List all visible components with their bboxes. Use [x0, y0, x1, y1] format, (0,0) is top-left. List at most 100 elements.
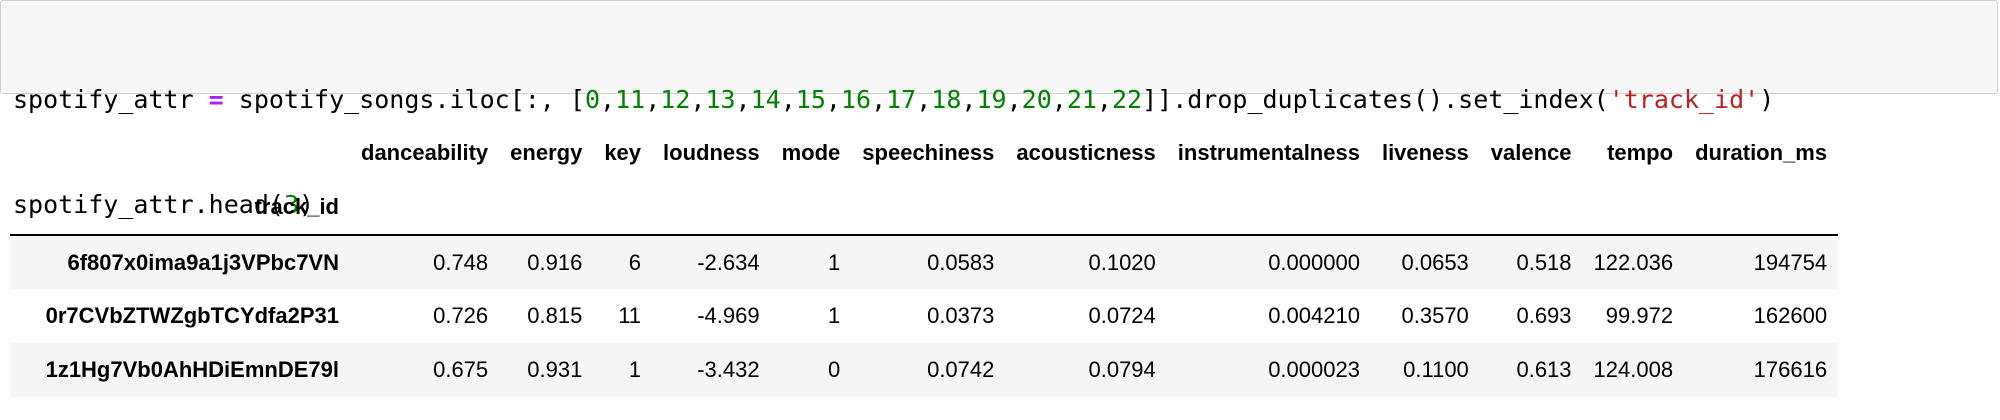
table-cell-loudness: -3.432: [697, 357, 760, 382]
code-token-plain: ): [299, 190, 315, 219]
index-row-blank-cell: [1480, 180, 1583, 235]
code-token-plain: ,: [871, 85, 887, 114]
table-cell-tempo: 99.972: [1605, 303, 1674, 328]
table-cell-duration_ms: 194754: [1753, 249, 1828, 275]
row-index-label: 6f807x0ima9a1j3VPbc7VN: [67, 249, 339, 275]
code-token-num: 16: [840, 85, 872, 114]
index-row-blank-cell: [1167, 180, 1371, 235]
column-header-row: danceability energy key loudness mode speechi…: [10, 126, 1838, 180]
table-cell-energy: 0.916: [527, 249, 583, 275]
code-token-op: =: [208, 85, 224, 114]
table-cell-liveness: 0.1100: [1403, 357, 1469, 382]
table-cell-duration_ms: 162600: [1753, 303, 1828, 328]
column-header-energy: energy: [510, 140, 583, 165]
code-token-num: 12: [660, 85, 691, 114]
index-name: track_id: [254, 194, 339, 219]
code-cell-input[interactable]: spotify_attr = spotify_songs.iloc[:, [0,…: [0, 0, 1998, 219]
code-token-plain: ,: [916, 85, 932, 114]
table-cell-valence: 0.693: [1516, 303, 1572, 328]
code-token-plain: spotify_songs.iloc[:, [: [223, 85, 585, 114]
code-token-plain: ,: [645, 85, 661, 114]
column-header-liveness: liveness: [1381, 140, 1469, 165]
table-cell-speechiness: 0.0373: [927, 303, 995, 328]
code-token-num: 11: [615, 85, 646, 114]
code-token-plain: ,: [780, 85, 796, 114]
code-token-num: 22: [1111, 85, 1143, 114]
table-cell-key: 11: [618, 303, 642, 328]
index-name-row: track_id: [10, 180, 1839, 235]
column-header-key: key: [604, 140, 642, 165]
code-token-num: 13: [705, 85, 736, 114]
table-row: 6f807x0ima9a1j3VPbc7VN 0.748 0.916 6 -2.634 1…: [10, 235, 1839, 289]
table-cell-liveness: 0.0653: [1401, 249, 1469, 275]
column-header-valence: valence: [1490, 140, 1572, 165]
table-cell-speechiness: 0.0742: [927, 357, 995, 382]
column-header-duration_ms: duration_ms: [1695, 140, 1828, 165]
row-index-label: 1z1Hg7Vb0AhHDiEmnDE79l: [45, 357, 339, 382]
code-token-plain: spotify_attr.head(: [13, 190, 284, 219]
table-cell-duration_ms: 176616: [1753, 357, 1828, 382]
table-cell-loudness: -4.969: [697, 303, 760, 328]
index-row-blank-cell: [652, 180, 771, 235]
table-cell-instrumentalness: 0.004210: [1268, 303, 1360, 328]
dataframe-body: 6f807x0ima9a1j3VPbc7VN 0.748 0.916 6 -2.634 1…: [10, 235, 1839, 397]
index-row-blank-cell: [350, 180, 499, 235]
column-header-instrumentalness: instrumentalness: [1177, 140, 1360, 165]
code-token-plain: ,: [1051, 85, 1067, 114]
code-token-plain: ,: [825, 85, 841, 114]
table-cell-valence: 0.518: [1516, 249, 1572, 275]
index-row-blank-cell: [1005, 180, 1166, 235]
code-token-num: 15: [795, 85, 826, 114]
dataframe-table: danceability energy key loudness mode speechi…: [10, 126, 1839, 397]
code-token-plain: spotify_attr: [13, 85, 209, 114]
table-cell-key: 6: [628, 249, 642, 275]
index-row-blank-cell: [1684, 180, 1838, 235]
code-token-plain: ]].drop_duplicates().set_index(: [1142, 85, 1609, 114]
code-token-plain: ,: [1096, 85, 1112, 114]
table-cell-danceability: 0.675: [433, 357, 489, 382]
table-cell-acousticness: 0.0724: [1088, 303, 1156, 328]
code-line-1: spotify_attr = spotify_songs.iloc[:, [0,…: [13, 82, 1985, 117]
index-row-blank-cell: [771, 180, 852, 235]
code-token-plain: ,: [735, 85, 751, 114]
column-header-mode: mode: [781, 140, 841, 165]
index-row-blank-cell: [1371, 180, 1480, 235]
table-cell-acousticness: 0.1020: [1088, 249, 1156, 275]
code-token-num: 14: [750, 85, 781, 114]
column-header-tempo: tempo: [1607, 140, 1674, 165]
table-cell-tempo: 122.036: [1593, 249, 1674, 275]
table-cell-instrumentalness: 0.000023: [1268, 357, 1360, 382]
table-row: 1z1Hg7Vb0AhHDiEmnDE79l 0.675 0.931 1 -3.432 0…: [10, 343, 1839, 397]
table-cell-mode: 0: [828, 357, 841, 382]
code-token-str: 'track_id': [1608, 85, 1760, 114]
column-header-danceability: danceability: [361, 140, 489, 165]
code-token-num: 18: [931, 85, 962, 114]
index-row-blank-cell: [851, 180, 1005, 235]
column-header-speechiness: speechiness: [862, 140, 995, 165]
code-token-num: 17: [886, 85, 917, 114]
code-token-num: 19: [976, 85, 1007, 114]
code-token-plain: ): [1759, 85, 1775, 114]
table-row: 0r7CVbZTWZgbTCYdfa2P31 0.726 0.815 11 -4.969…: [10, 289, 1839, 343]
code-token-num: 21: [1066, 85, 1097, 114]
table-cell-danceability: 0.748: [433, 249, 489, 275]
row-index-label: 0r7CVbZTWZgbTCYdfa2P31: [45, 303, 339, 328]
table-cell-tempo: 124.008: [1593, 357, 1674, 382]
table-cell-energy: 0.931: [527, 357, 583, 382]
index-row-blank-cell: [499, 180, 593, 235]
code-line-2: spotify_attr.head(3): [13, 187, 1985, 222]
index-row-blank-cell: [593, 180, 652, 235]
code-token-plain: ,: [961, 85, 977, 114]
table-cell-mode: 1: [828, 303, 841, 328]
table-cell-speechiness: 0.0583: [927, 249, 995, 275]
table-cell-mode: 1: [828, 249, 841, 275]
column-header-loudness: loudness: [663, 140, 760, 165]
cell-output: danceability energy key loudness mode speechi…: [10, 126, 1990, 397]
code-token-num: 20: [1021, 85, 1052, 114]
table-cell-energy: 0.815: [527, 303, 583, 328]
table-cell-instrumentalness: 0.000000: [1268, 249, 1360, 275]
code-token-num: 0: [584, 85, 601, 114]
table-cell-liveness: 0.3570: [1401, 303, 1469, 328]
table-cell-valence: 0.613: [1516, 357, 1572, 382]
table-cell-loudness: -2.634: [697, 249, 760, 275]
